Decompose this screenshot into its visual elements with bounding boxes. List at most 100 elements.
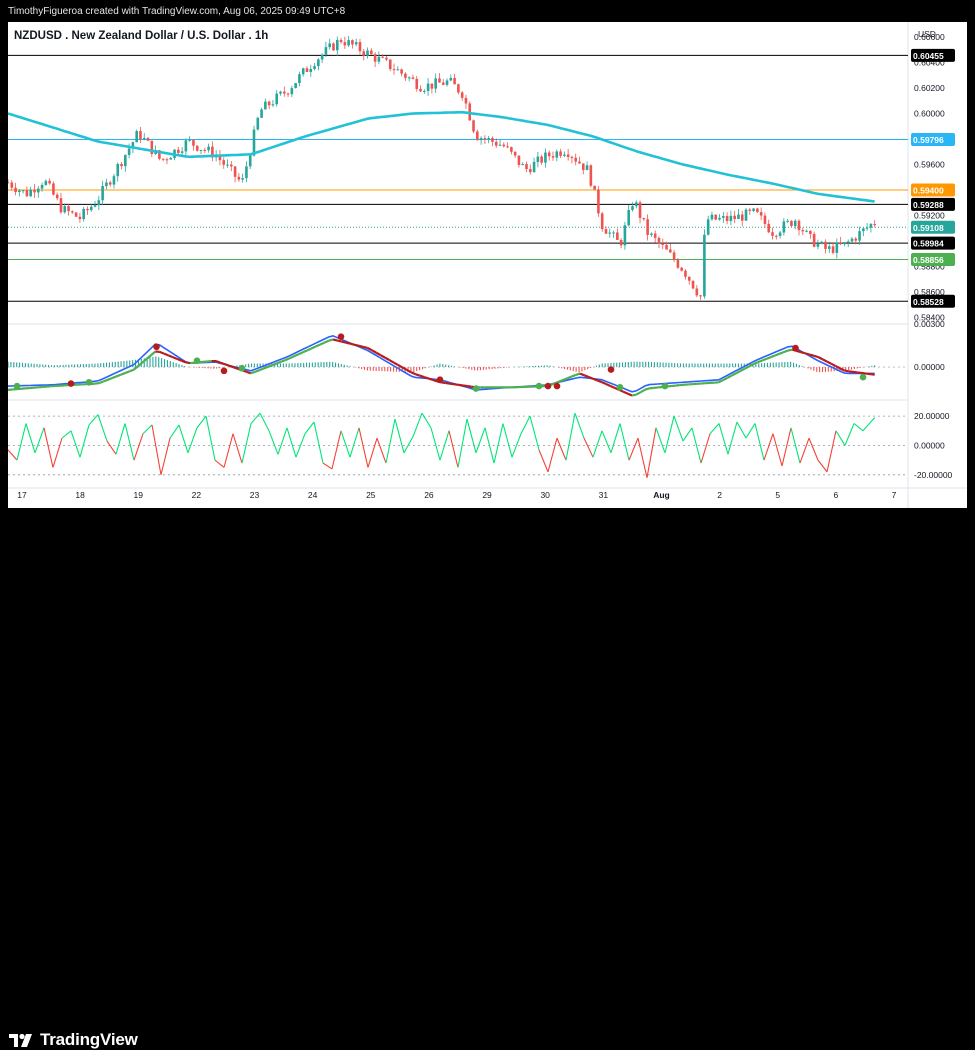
oscillator-segment — [413, 413, 422, 436]
candle-body — [828, 246, 831, 249]
signal-line-segment — [394, 363, 398, 365]
signal-line-segment — [606, 384, 610, 386]
signal-line-segment — [220, 363, 224, 365]
signal-line-segment — [346, 343, 350, 344]
oscillator-segment — [107, 441, 116, 454]
candle-body — [238, 177, 241, 180]
oscillator-segment — [764, 434, 773, 460]
oscillator-segment — [206, 416, 215, 460]
candle-body — [745, 210, 748, 221]
candle-body — [635, 202, 638, 206]
candle-body — [461, 92, 464, 97]
candle-body — [336, 40, 339, 50]
signal-line-segment — [160, 352, 164, 354]
candle-body — [427, 84, 430, 91]
candle-body — [866, 228, 869, 229]
oscillator-segment — [746, 423, 755, 438]
tradingview-logo[interactable]: TradingView — [8, 1030, 138, 1050]
signal-line-segment — [441, 382, 445, 383]
signal-line-segment — [329, 339, 333, 340]
x-tick-label: 29 — [482, 490, 492, 500]
candle-body — [616, 232, 619, 240]
candle-body — [783, 221, 786, 232]
candle-body — [790, 221, 793, 226]
oscillator-segment — [476, 428, 485, 453]
candle-body — [234, 166, 237, 176]
candle-body — [533, 162, 536, 172]
oscillator-segment — [494, 423, 503, 463]
candle-body — [711, 215, 714, 220]
signal-line-segment — [450, 384, 454, 385]
signal-line-segment — [251, 372, 255, 373]
candle-body — [10, 182, 13, 187]
signal-line-segment — [168, 355, 172, 357]
candle-body — [514, 152, 517, 156]
macd-zero-label: 0.00000 — [914, 362, 945, 372]
signal-line-segment — [402, 367, 406, 369]
signal-line-segment — [424, 377, 428, 378]
signal-line-segment — [805, 353, 809, 354]
candle-body — [870, 224, 873, 228]
oscillator-segment — [143, 425, 152, 434]
oscillator-segment — [170, 425, 179, 438]
signal-line-segment — [216, 361, 220, 363]
signal-line-segment — [259, 368, 263, 370]
level-label: 0.60455 — [913, 51, 944, 61]
cross-dot-up — [194, 357, 201, 364]
oscillator-segment — [71, 431, 80, 457]
x-tick-label: 22 — [192, 490, 202, 500]
signal-line-segment — [836, 366, 840, 368]
candle-body — [415, 79, 418, 89]
candle-body — [442, 83, 445, 85]
oscillator-segment — [350, 428, 359, 457]
signal-line-segment — [840, 368, 844, 370]
candle-body — [143, 138, 146, 139]
oscillator-segment — [116, 423, 125, 454]
chart-panel[interactable]: NZDUSD . New Zealand Dollar / U.S. Dolla… — [8, 22, 967, 508]
oscillator-segment — [755, 423, 764, 460]
candle-body — [207, 147, 210, 151]
oscillator-segment — [404, 437, 413, 453]
candle-body — [491, 138, 494, 142]
signal-line-segment — [125, 371, 129, 373]
cross-dot-up — [860, 374, 867, 381]
candle-body — [578, 162, 581, 164]
oscillator-segment — [197, 416, 206, 428]
oscillator-segment — [782, 428, 791, 466]
candle-body — [809, 231, 812, 234]
candle-body — [749, 210, 752, 211]
oscillator-segment — [44, 428, 53, 468]
signal-line-segment — [225, 364, 229, 366]
candle-body — [29, 189, 32, 196]
candle-body — [718, 218, 721, 220]
oscillator-label: 20.00000 — [914, 411, 950, 421]
candle-body — [294, 83, 297, 88]
candle-body — [340, 40, 343, 42]
chart-canvas[interactable]: NZDUSD . New Zealand Dollar / U.S. Dolla… — [8, 22, 967, 508]
signal-line-segment — [870, 374, 874, 375]
candle-body — [438, 78, 441, 82]
caption-text: TimothyFigueroa created with TradingView… — [8, 6, 345, 17]
signal-line-segment — [285, 358, 289, 360]
oscillator-segment — [98, 415, 107, 441]
x-tick-label: 17 — [17, 490, 27, 500]
cross-dot-up — [14, 383, 21, 390]
candle-body — [510, 147, 513, 152]
candle-body — [593, 186, 596, 190]
signal-line-segment — [116, 375, 120, 377]
candle-body — [612, 232, 615, 233]
candle-body — [786, 221, 789, 222]
footer: TradingView — [0, 508, 975, 555]
candle-body — [192, 140, 195, 146]
candle-body — [669, 249, 672, 252]
signal-line-segment — [294, 354, 298, 356]
y-tick-label: 0.60200 — [914, 83, 945, 93]
signal-line-segment — [290, 356, 294, 358]
oscillator-segment — [827, 431, 836, 472]
signal-line-segment — [584, 375, 588, 377]
candle-body — [408, 77, 411, 78]
candle-body — [166, 159, 169, 160]
signal-line-segment — [389, 360, 393, 362]
signal-line-segment — [376, 353, 380, 355]
oscillator-segment — [521, 416, 530, 434]
